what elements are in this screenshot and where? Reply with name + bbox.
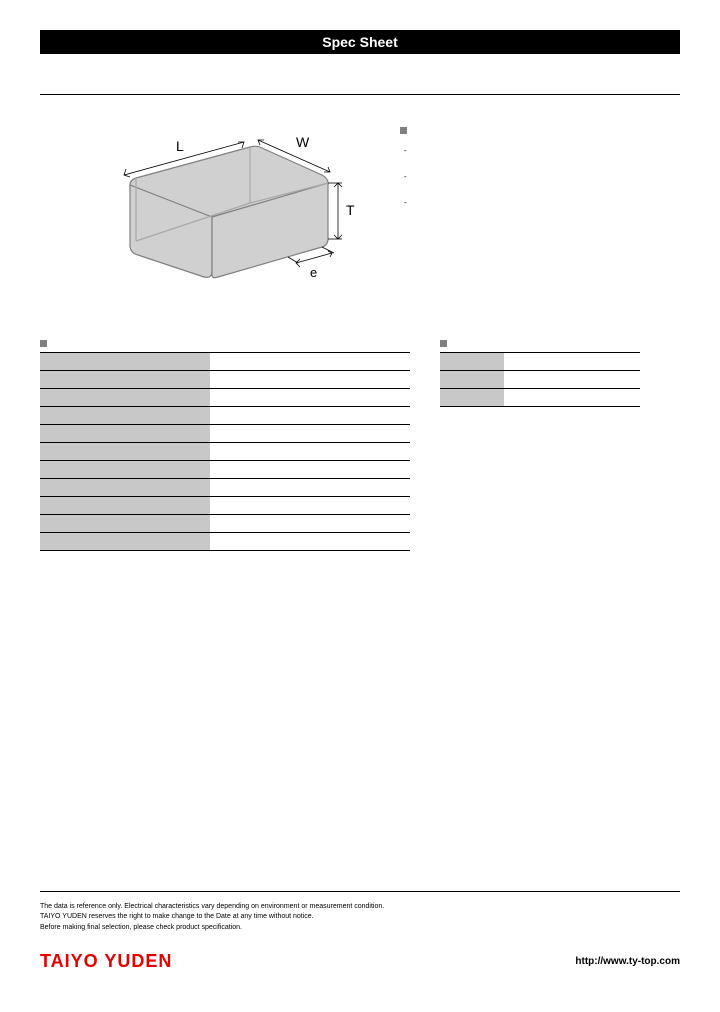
footnote-block: The data is reference only. Electrical c… [40,902,680,934]
dim-label-L: L [176,138,184,154]
bullet-icon [40,340,47,347]
features-section: - - - [380,125,680,308]
table-row [40,479,410,497]
bullet-icon [400,127,407,134]
table-row [40,371,410,389]
title-bar: Spec Sheet [40,30,680,54]
table-row [40,533,410,551]
spec-table [40,352,410,551]
divider-top [40,94,680,95]
table-row [40,353,410,371]
table-row [40,461,410,479]
table-row [40,443,410,461]
divider-bottom [40,891,680,892]
table-row [440,371,640,389]
dim-label-T: T [346,202,355,218]
pack-table [440,352,640,407]
bullet-icon [440,340,447,347]
table-row [40,515,410,533]
feature-item: - [400,197,680,209]
company-url[interactable]: http://www.ty-top.com [575,956,680,967]
pack-heading [440,338,640,348]
feature-item: - [400,171,680,183]
table-row [40,407,410,425]
dim-label-e: e [310,265,317,280]
dim-label-W: W [296,134,310,150]
company-logo: TAIYO YUDEN [40,951,172,972]
table-row [40,497,410,515]
component-diagram: L W T [40,125,360,308]
spec-heading [40,338,410,348]
feature-item: - [400,145,680,157]
table-row [40,425,410,443]
table-row [440,353,640,371]
table-row [40,389,410,407]
table-row [440,389,640,407]
